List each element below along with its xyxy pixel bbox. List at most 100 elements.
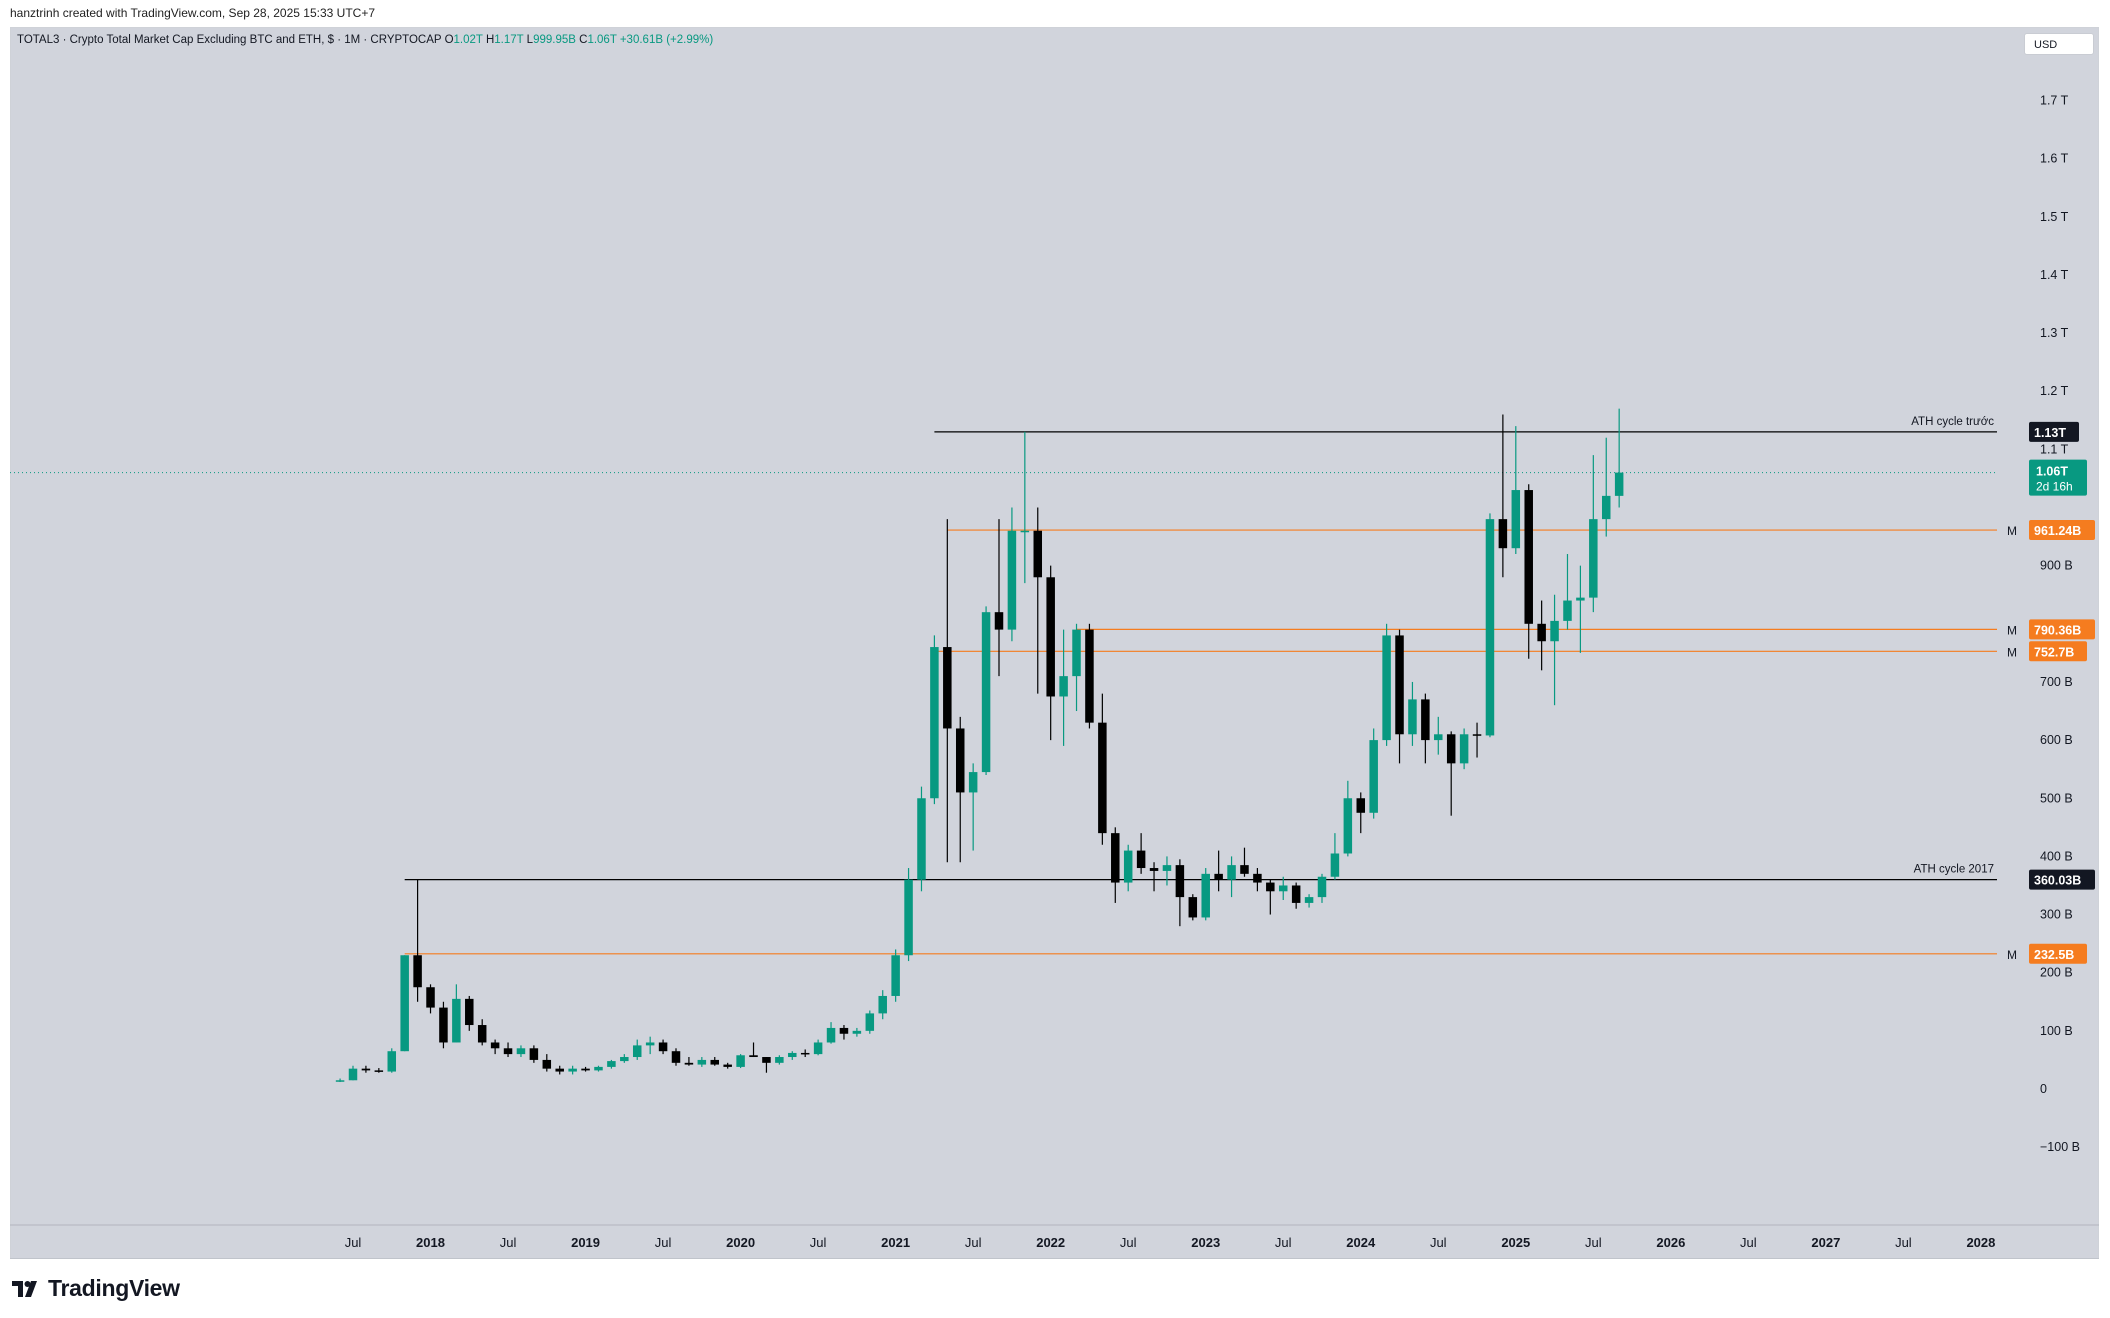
candle-body[interactable] [1511,490,1521,549]
candle-body[interactable] [529,1048,539,1060]
candle-body[interactable] [891,955,900,996]
candle-body[interactable] [1472,734,1482,736]
candle-body[interactable] [1266,882,1275,892]
candle-body[interactable] [917,798,926,880]
candle-body[interactable] [1149,868,1159,871]
candle-body[interactable] [490,1042,500,1049]
candle-body[interactable] [1601,495,1611,520]
candle-body[interactable] [826,1027,836,1043]
candle-body[interactable] [555,1068,564,1072]
candle-body[interactable] [1550,620,1559,642]
candle-body[interactable] [361,1068,371,1071]
candle-body[interactable] [1343,798,1353,854]
candle-body[interactable] [1111,833,1120,883]
candle-body[interactable] [1291,885,1301,903]
candle-body[interactable] [1576,597,1585,601]
candle-body[interactable] [1408,699,1417,735]
candle-body[interactable] [994,612,1004,630]
candle-body[interactable] [1278,885,1288,892]
candle-body[interactable] [865,1013,875,1031]
candle-body[interactable] [1240,865,1249,874]
candle-body[interactable] [775,1057,784,1063]
candle-body[interactable] [904,879,913,956]
candle-body[interactable] [607,1061,616,1067]
candle-body[interactable] [1046,577,1055,697]
candle-body[interactable] [439,1007,448,1043]
candle-body[interactable] [1434,734,1443,741]
candle-body[interactable] [503,1048,513,1055]
candle-body[interactable] [762,1057,771,1063]
candle-body[interactable] [1563,600,1572,621]
candle-body[interactable] [684,1062,694,1065]
candle-body[interactable] [1356,798,1366,813]
candle-body[interactable] [632,1045,642,1058]
candle-body[interactable] [1072,629,1081,677]
candle-body[interactable] [387,1051,397,1072]
candle-body[interactable] [671,1051,681,1063]
candle-body[interactable] [542,1059,552,1069]
candle-body[interactable] [697,1059,707,1065]
candle-body[interactable] [516,1048,526,1055]
candle-body[interactable] [839,1027,849,1034]
candle-body[interactable] [981,612,991,773]
candle-body[interactable] [1459,734,1469,764]
candle-body[interactable] [452,998,461,1043]
candle-body[interactable] [348,1068,358,1081]
candle-body[interactable] [1614,472,1624,496]
candle-body[interactable] [1446,734,1456,764]
candle-body[interactable] [658,1042,668,1052]
candle-body[interactable] [1524,490,1533,624]
candle-body[interactable] [1175,865,1185,898]
candle-body[interactable] [943,647,952,729]
candle-body[interactable] [620,1057,629,1062]
price-chart[interactable]: ATH cycle trước 1.13T M 961.24B M 790.36B M 752… [10,27,2099,1259]
candle-body[interactable] [813,1042,823,1055]
candle-body[interactable] [710,1059,720,1065]
candle-body[interactable] [1537,623,1546,642]
candle-body[interactable] [788,1052,797,1058]
candle-body[interactable] [400,955,409,1052]
candle-body[interactable] [1498,519,1508,549]
candle-body[interactable] [568,1068,577,1072]
candle-body[interactable] [477,1025,487,1043]
candle-body[interactable] [335,1080,345,1082]
candle-body[interactable] [723,1064,732,1067]
candle-body[interactable] [1369,740,1378,813]
candle-body[interactable] [800,1052,810,1055]
candle-body[interactable] [749,1055,758,1058]
candle-body[interactable] [1188,897,1198,918]
candle-body[interactable] [1098,722,1107,834]
candle-body[interactable] [1214,873,1223,880]
candle-body[interactable] [1007,530,1017,630]
candle-body[interactable] [594,1066,603,1071]
candle-body[interactable] [1201,873,1210,918]
candle-body[interactable] [1123,850,1133,883]
candle-body[interactable] [1033,530,1043,578]
candle-body[interactable] [930,647,939,799]
candle-body[interactable] [736,1055,745,1067]
candle-body[interactable] [955,728,965,793]
candle-body[interactable] [1085,629,1094,723]
candle-body[interactable] [1382,635,1391,741]
candle-body[interactable] [1253,873,1262,883]
candle-body[interactable] [1162,865,1172,871]
candle-body[interactable] [968,772,978,793]
candle-body[interactable] [645,1042,655,1046]
candle-body[interactable] [1059,676,1068,697]
candle-body[interactable] [1330,853,1340,877]
candle-body[interactable] [878,995,887,1014]
candle-body[interactable] [852,1030,862,1034]
candle-body[interactable] [374,1070,384,1072]
candle-body[interactable] [413,955,422,988]
candle-body[interactable] [1589,519,1598,598]
currency-selector[interactable]: USD [2024,33,2094,55]
candle-body[interactable] [581,1068,590,1071]
candle-body[interactable] [1227,865,1236,880]
candle-body[interactable] [1317,876,1327,898]
candle-body[interactable] [426,987,435,1008]
candle-body[interactable] [1395,635,1404,735]
candle-body[interactable] [1421,699,1430,741]
candle-body[interactable] [1485,519,1495,736]
candle-body[interactable] [1304,897,1314,903]
candle-body[interactable] [465,998,474,1026]
